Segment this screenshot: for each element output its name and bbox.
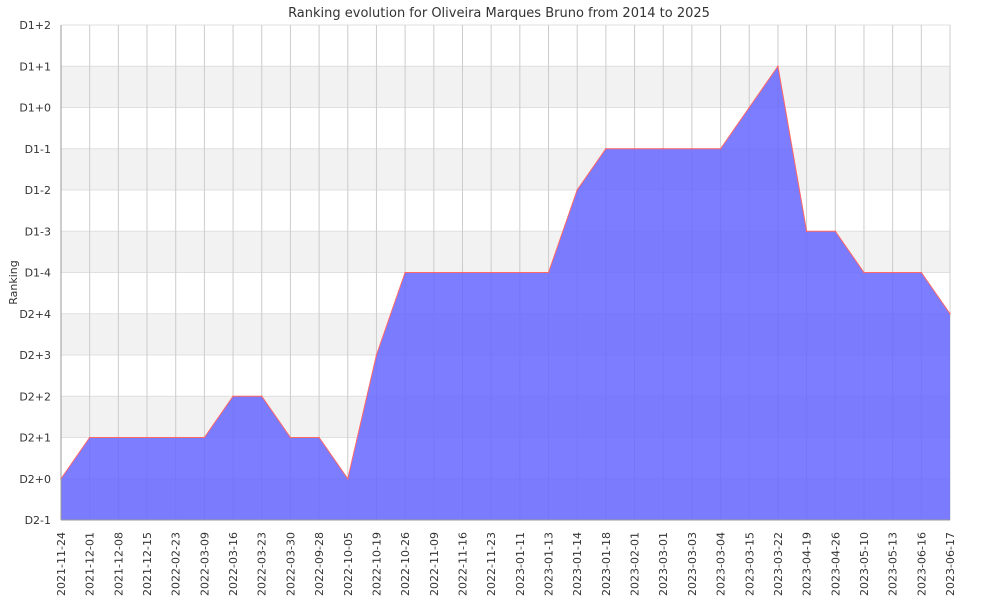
x-tick-label: 2023-03-15 xyxy=(743,532,756,596)
data-point xyxy=(547,271,550,274)
x-tick-label: 2023-03-03 xyxy=(686,532,699,596)
data-point xyxy=(260,395,263,398)
data-point xyxy=(777,65,779,68)
x-tick-label: 2021-12-01 xyxy=(84,532,97,596)
data-point xyxy=(834,230,837,233)
x-tick-label: 2023-01-13 xyxy=(543,532,556,596)
x-tick-label: 2022-02-23 xyxy=(170,532,183,596)
x-tick-label: 2023-01-11 xyxy=(514,532,527,596)
data-point xyxy=(891,271,894,274)
data-point xyxy=(174,436,177,439)
y-tick-label: D2+3 xyxy=(19,349,51,362)
y-tick-label: D2-1 xyxy=(25,514,51,527)
x-tick-label: 2023-02-01 xyxy=(629,532,642,596)
x-tick-label: 2023-04-19 xyxy=(801,532,814,596)
data-point xyxy=(490,271,492,274)
data-point xyxy=(404,271,406,274)
y-axis-label: Ranking xyxy=(7,260,20,305)
grid-band xyxy=(61,148,950,190)
y-tick-label: D1+2 xyxy=(19,19,51,32)
x-tick-label: 2022-11-23 xyxy=(485,532,498,596)
x-tick-label: 2022-10-05 xyxy=(342,532,355,596)
x-tick-label: 2023-06-16 xyxy=(915,532,928,596)
x-tick-label: 2023-01-14 xyxy=(571,532,584,596)
x-axis: 2021-11-24 2021-12-01 2021-12-08 2021-12-15… xyxy=(55,532,957,596)
data-point xyxy=(146,436,148,439)
x-tick-label: 2022-03-23 xyxy=(256,532,269,596)
plot-area xyxy=(60,24,951,521)
data-point xyxy=(805,230,808,233)
data-point xyxy=(346,477,349,480)
data-point xyxy=(576,189,578,191)
grid-band xyxy=(61,190,950,232)
y-tick-label: D1-1 xyxy=(25,143,51,156)
grid-band xyxy=(61,25,950,67)
y-tick-label: D2+0 xyxy=(19,473,51,486)
x-tick-label: 2022-11-16 xyxy=(456,532,469,596)
x-tick-label: 2023-05-10 xyxy=(858,532,871,596)
data-point xyxy=(748,106,751,109)
x-tick-label: 2022-10-19 xyxy=(370,532,383,596)
grid-band xyxy=(61,107,950,149)
data-point xyxy=(662,147,665,150)
y-tick-label: D1-2 xyxy=(25,184,51,197)
data-point xyxy=(920,271,923,274)
data-point xyxy=(691,147,693,150)
y-axis: D2-1 D2+0 D2+1 D2+2 D2+3 D2+4 D1-4 D1-3 D1-2 D1-1… xyxy=(19,19,51,527)
x-tick-label: 2022-03-30 xyxy=(284,532,297,596)
data-point xyxy=(232,395,234,398)
data-point xyxy=(318,436,320,439)
data-point xyxy=(203,436,206,439)
data-point xyxy=(433,271,435,274)
x-tick-label: 2021-11-24 xyxy=(55,532,68,596)
chart-title: Ranking evolution for Oliveira Marques B… xyxy=(288,6,710,21)
y-tick-label: D1-4 xyxy=(25,267,51,280)
y-tick-label: D1-3 xyxy=(25,225,51,238)
data-point xyxy=(863,271,865,274)
x-tick-label: 2022-10-26 xyxy=(399,532,412,596)
y-tick-label: D2+4 xyxy=(19,308,51,321)
data-point xyxy=(605,147,607,150)
data-point xyxy=(88,436,91,439)
y-tick-label: D1+1 xyxy=(19,60,51,73)
x-tick-label: 2023-01-18 xyxy=(600,532,613,596)
x-tick-label: 2023-05-13 xyxy=(887,532,900,596)
x-tick-label: 2022-03-16 xyxy=(227,532,240,596)
data-point xyxy=(633,147,636,150)
x-tick-label: 2021-12-15 xyxy=(141,532,154,596)
grid-band xyxy=(61,66,950,108)
x-tick-label: 2023-03-01 xyxy=(657,532,670,596)
data-point xyxy=(949,312,951,315)
ranking-line xyxy=(60,64,951,480)
data-point xyxy=(461,271,464,274)
y-tick-label: D1+0 xyxy=(19,102,51,115)
x-tick-label: 2023-06-17 xyxy=(944,532,957,596)
x-tick-label: 2023-03-04 xyxy=(715,532,728,596)
x-tick-label: 2022-11-09 xyxy=(428,532,441,596)
data-point xyxy=(375,354,378,356)
x-tick-label: 2023-03-22 xyxy=(772,532,785,596)
data-point xyxy=(117,436,120,439)
data-point xyxy=(519,271,521,274)
x-tick-label: 2021-12-08 xyxy=(112,532,125,596)
x-tick-label: 2023-04-26 xyxy=(829,532,842,596)
x-tick-label: 2022-09-28 xyxy=(313,532,326,596)
y-tick-label: D2+2 xyxy=(19,390,51,403)
x-tick-label: 2022-03-09 xyxy=(198,532,211,596)
data-point xyxy=(289,436,292,439)
ranking-area xyxy=(61,66,950,520)
data-point xyxy=(719,147,722,150)
y-tick-label: D2+1 xyxy=(19,432,51,445)
